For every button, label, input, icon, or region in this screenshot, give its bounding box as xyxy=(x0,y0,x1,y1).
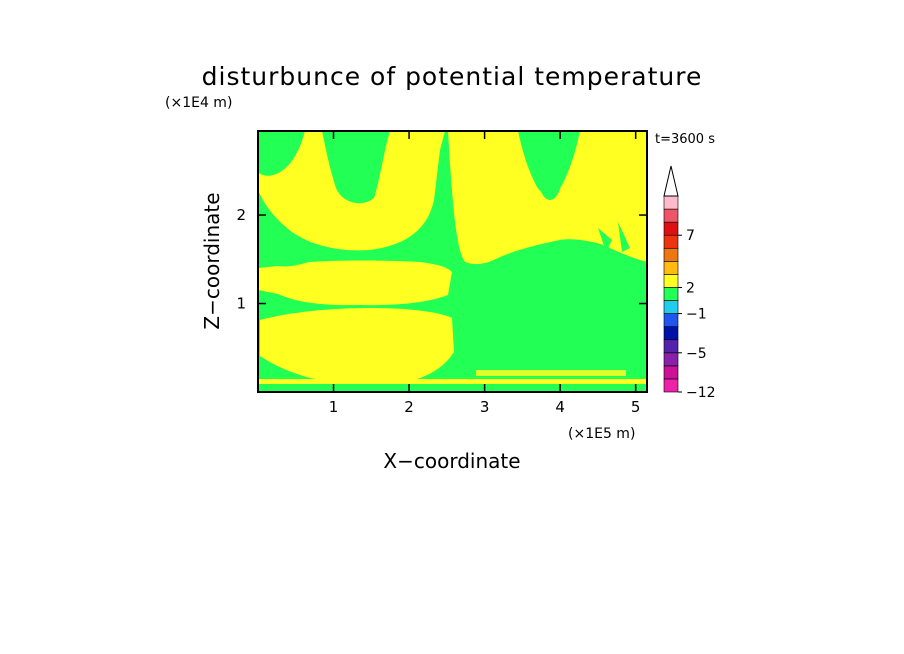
colorbar-swatch xyxy=(663,247,679,262)
time-label: t=3600 s xyxy=(655,132,715,147)
colorbar-swatch xyxy=(663,352,679,367)
colorbar-swatch xyxy=(663,339,679,354)
colorbar-swatch xyxy=(663,287,679,301)
colorbar-tick-label: 2 xyxy=(686,280,695,296)
colorbar-swatch xyxy=(663,300,679,314)
colorbar-tick-label: −5 xyxy=(686,346,707,362)
colorbar-swatch xyxy=(663,221,679,236)
x-unit-label: (×1E5 m) xyxy=(568,426,635,442)
plot-frame xyxy=(257,130,648,393)
colorbar-swatch xyxy=(663,234,679,249)
z-tick-label: 2 xyxy=(236,206,246,224)
field-region-yellow xyxy=(466,220,514,256)
x-tick-label: 2 xyxy=(404,398,414,416)
x-axis: 1 2 3 4 5 xyxy=(329,131,641,416)
chart-title: disturbunce of potential temperature xyxy=(202,62,703,91)
colorbar-swatch xyxy=(663,326,679,341)
field-region-yellow xyxy=(260,308,454,384)
field-region-yellow xyxy=(258,131,445,251)
colorbar-tick-label: 7 xyxy=(686,228,695,244)
colorbar-swatch xyxy=(663,274,679,288)
colorbar-swatch xyxy=(663,313,679,327)
x-tick-label: 1 xyxy=(329,398,339,416)
x-tick-label: 4 xyxy=(555,398,565,416)
colorbar-swatch xyxy=(663,378,679,393)
field-region-green xyxy=(598,222,630,252)
colorbar-swatch xyxy=(663,365,679,380)
colorbar-swatch xyxy=(663,195,679,210)
colorbar-swatch xyxy=(663,261,679,275)
z-tick-label: 1 xyxy=(236,295,246,313)
heatmap-field xyxy=(258,131,647,392)
z-axis-title: Z−coordinate xyxy=(200,192,224,329)
field-region-green xyxy=(258,131,305,176)
colorbar-tick-label: −12 xyxy=(686,385,716,401)
field-region-yellow xyxy=(258,379,647,384)
z-axis: 12 xyxy=(236,206,647,313)
colorbar-tick-label: −1 xyxy=(686,307,707,323)
colorbar-extend-arrow xyxy=(663,165,679,197)
x-tick-label: 3 xyxy=(480,398,490,416)
field-region-yellow xyxy=(476,370,626,376)
x-axis-title: X−coordinate xyxy=(383,449,520,473)
colorbar: −12−5−127 xyxy=(663,165,716,401)
z-unit-label: (×1E4 m) xyxy=(165,95,232,111)
field-region-green xyxy=(538,167,562,200)
field-region-yellow xyxy=(258,260,452,306)
colorbar-swatch xyxy=(663,208,679,223)
x-tick-label: 5 xyxy=(631,398,641,416)
